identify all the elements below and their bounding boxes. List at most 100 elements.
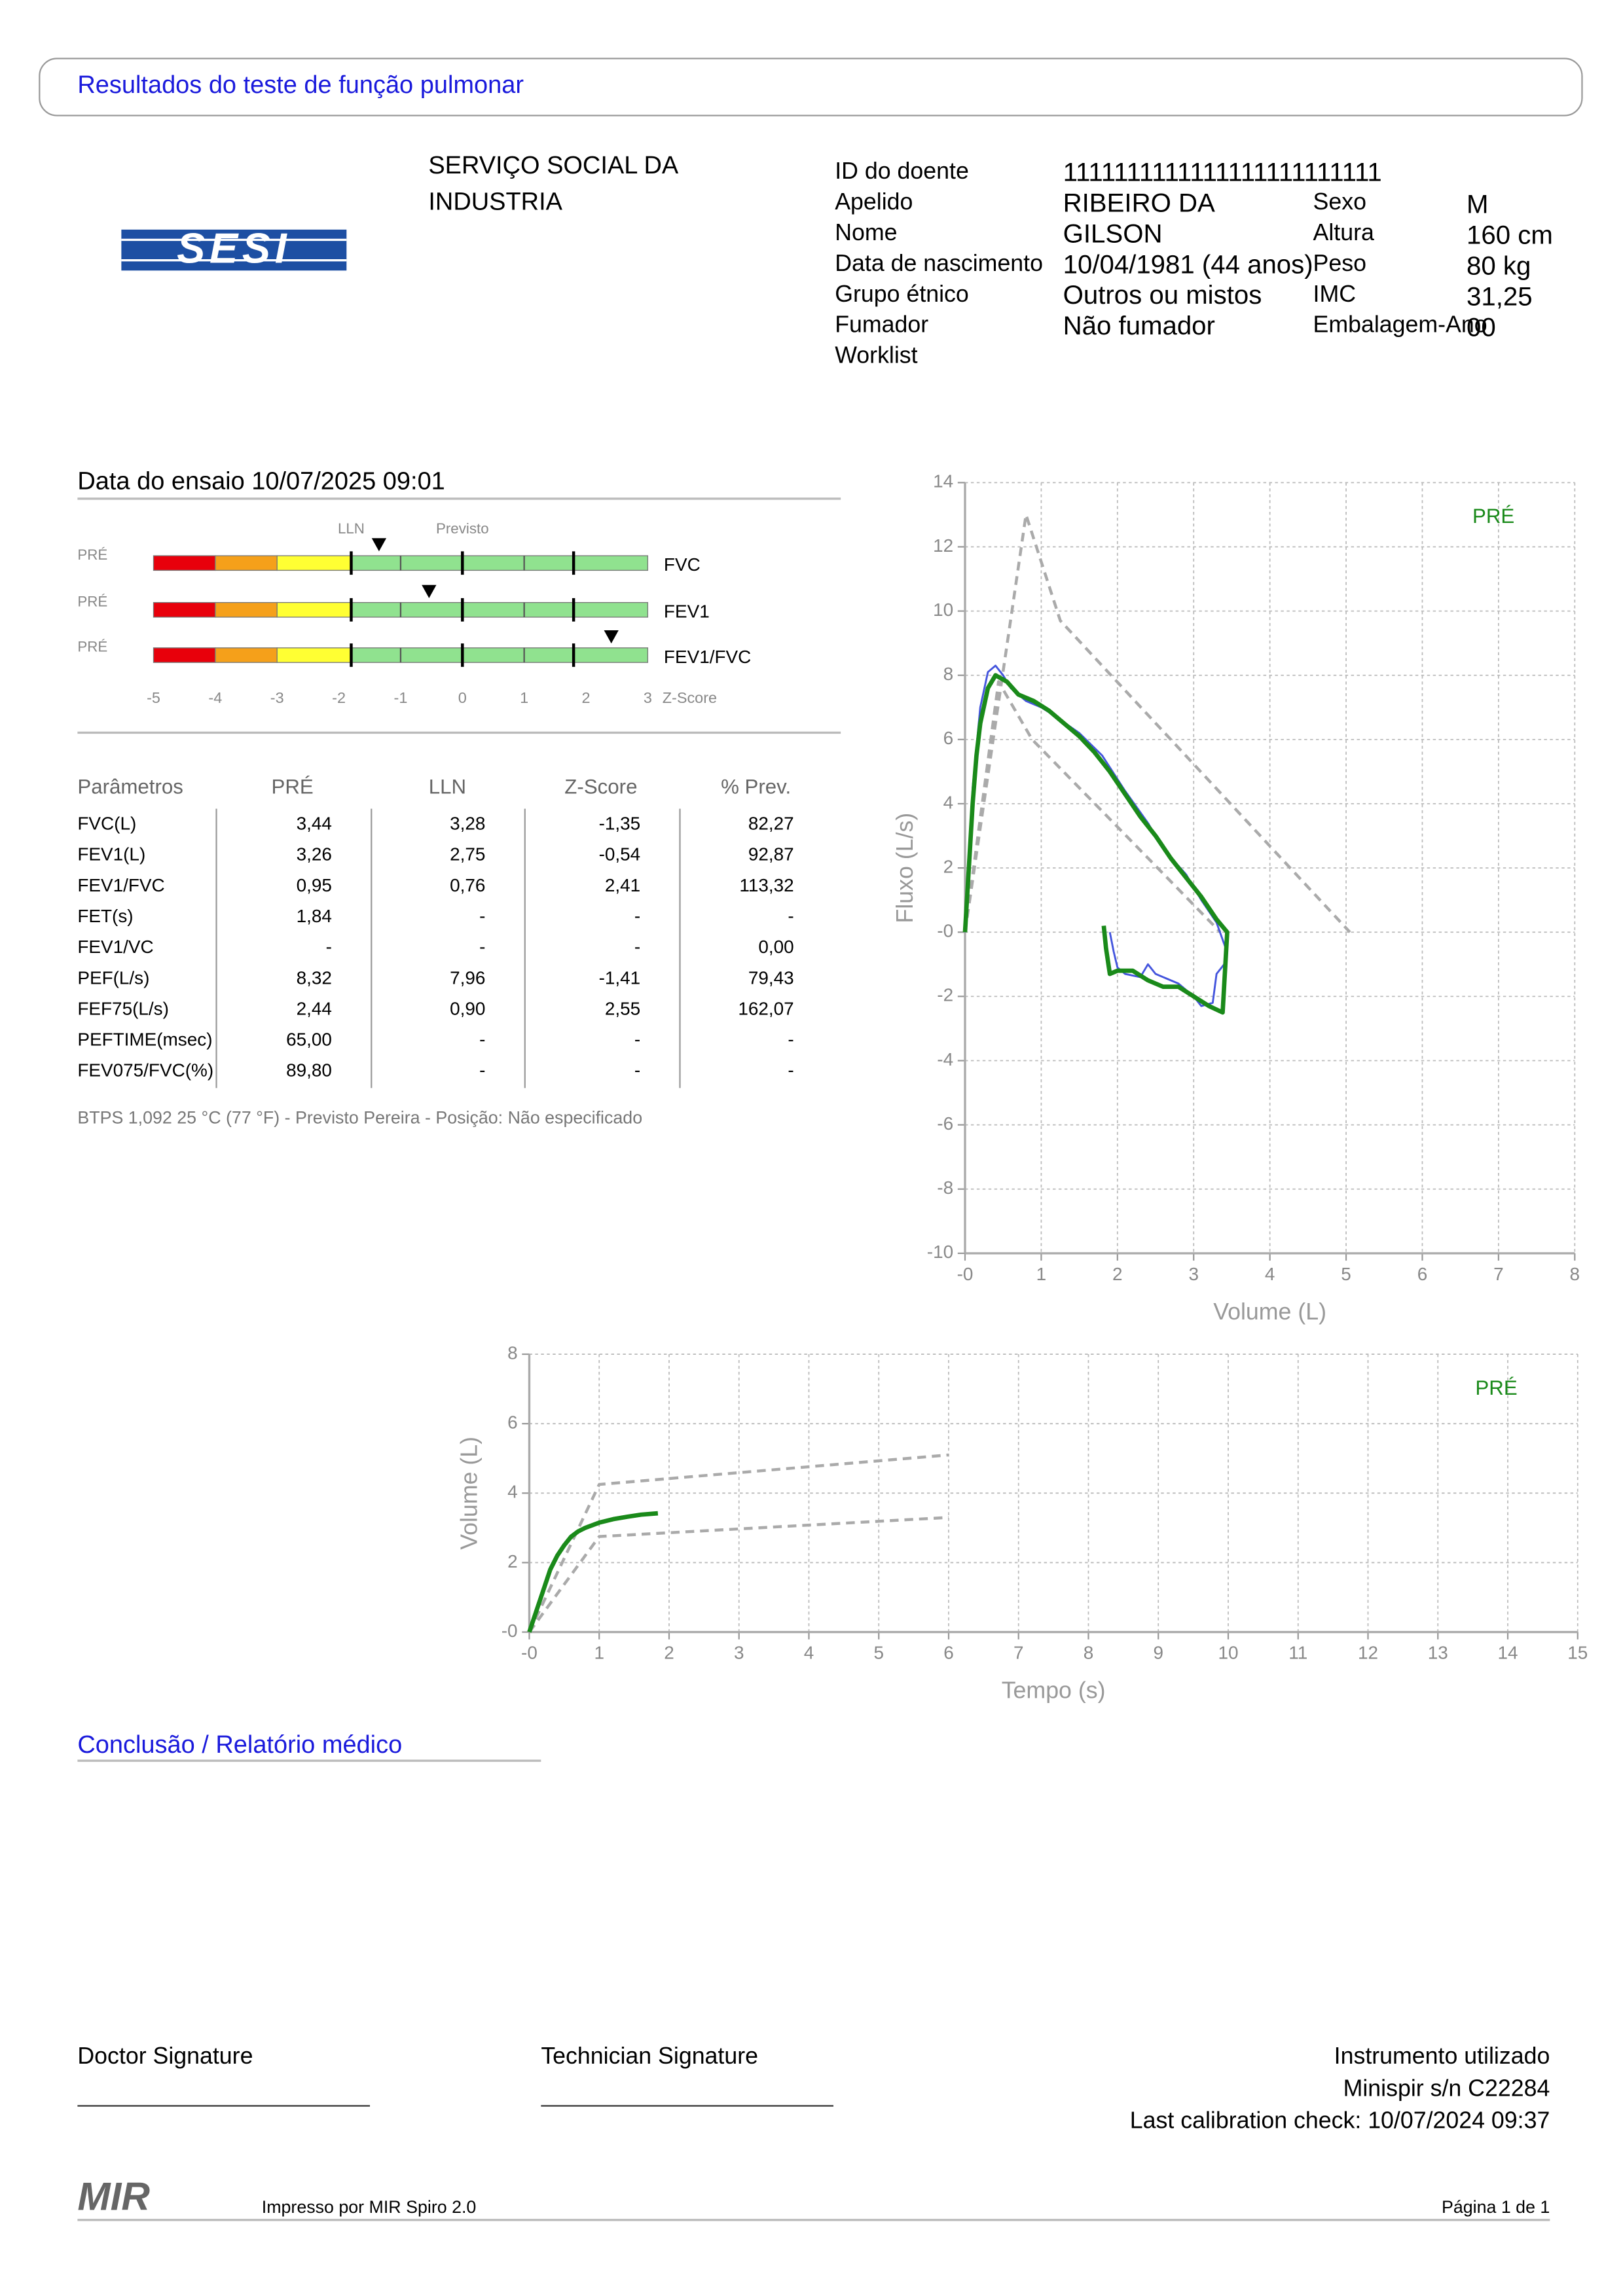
x-tick-label: 4 xyxy=(804,1642,814,1662)
zone xyxy=(276,647,352,663)
table-header: Parâmetros xyxy=(77,776,183,798)
table-cell: - xyxy=(788,1030,793,1050)
series-line xyxy=(964,664,1227,1007)
x-axis-label: Tempo (s) xyxy=(1002,1677,1106,1704)
org-name: SERVIÇO SOCIAL DA xyxy=(428,152,678,179)
y-tick-label: 6 xyxy=(943,728,954,748)
x-tick-label: 14 xyxy=(1497,1642,1518,1662)
category-label: FEV1 xyxy=(664,601,710,622)
table-cell: 8,32 xyxy=(297,967,332,988)
table-cell: 65,00 xyxy=(286,1030,332,1050)
y-tick-label: 4 xyxy=(507,1482,518,1502)
series-line xyxy=(963,680,1222,933)
conclusion-title: Conclusão / Relatório médico xyxy=(77,1731,402,1759)
table-cell: - xyxy=(788,906,793,926)
x-tick-label: 10 xyxy=(1218,1642,1238,1662)
row-label: PRÉ xyxy=(77,593,107,609)
y-tick-label: -2 xyxy=(937,985,953,1005)
table-cell: 0,90 xyxy=(450,998,485,1018)
x-tick-label: -0 xyxy=(957,1264,974,1284)
table-cell: - xyxy=(479,1060,485,1081)
logo: SESI xyxy=(121,224,347,272)
zone xyxy=(215,601,278,618)
field-label: Sexo xyxy=(1313,188,1366,215)
zone xyxy=(153,647,216,663)
series-line xyxy=(528,1516,949,1633)
table-cell: - xyxy=(479,937,485,957)
field-label: Worklist xyxy=(835,342,917,368)
y-tick-label: -8 xyxy=(937,1177,953,1198)
table-cell: 7,96 xyxy=(450,967,485,988)
zone xyxy=(350,555,649,571)
x-tick-label: -5 xyxy=(147,689,160,706)
zone xyxy=(215,555,278,571)
x-tick-label: 5 xyxy=(873,1642,884,1662)
table-cell: FET(s) xyxy=(77,906,133,926)
x-tick-label: 6 xyxy=(943,1642,954,1662)
series-line xyxy=(527,1511,659,1633)
y-tick-label: -6 xyxy=(937,1113,953,1134)
y-tick-label: 6 xyxy=(507,1412,518,1433)
x-tick-label: -4 xyxy=(208,689,222,706)
x-tick-label: 15 xyxy=(1567,1642,1588,1662)
zone xyxy=(276,555,352,571)
table-cell: - xyxy=(634,937,640,957)
table-cell: 2,44 xyxy=(297,998,332,1018)
table-cell: -1,35 xyxy=(599,814,641,834)
org-name: INDUSTRIA xyxy=(428,188,562,216)
field-value: Outros ou mistos xyxy=(1063,280,1262,310)
field-label: Apelido xyxy=(835,188,913,215)
x-tick-label: 9 xyxy=(1153,1642,1163,1662)
x-tick-label: 2 xyxy=(1112,1264,1123,1284)
field-value: Não fumador xyxy=(1063,311,1215,340)
table-cell: 3,28 xyxy=(450,814,485,834)
field-label: Grupo étnico xyxy=(835,281,969,307)
field-label: Peso xyxy=(1313,250,1366,276)
table-cell: FVC(L) xyxy=(77,814,136,834)
x-tick-label: 1 xyxy=(1036,1264,1047,1284)
x-tick-label: 1 xyxy=(594,1642,604,1662)
table-cell: 82,27 xyxy=(748,814,794,834)
x-tick-label: 3 xyxy=(644,689,652,706)
x-axis-label: Volume (L) xyxy=(1213,1299,1326,1325)
table-header: Z-Score xyxy=(564,776,637,798)
zone xyxy=(215,647,278,663)
z-marker xyxy=(604,630,619,644)
table-cell: FEV1(L) xyxy=(77,844,145,865)
table-cell: 2,75 xyxy=(450,844,485,865)
y-tick-label: -0 xyxy=(937,921,953,941)
x-tick-label: 3 xyxy=(734,1642,744,1662)
reference-label: LLN xyxy=(338,520,365,537)
table-cell: FEV075/FVC(%) xyxy=(77,1060,213,1081)
note: BTPS 1,092 25 °C (77 °F) - Previsto Pere… xyxy=(77,1107,642,1127)
field-value: GILSON xyxy=(1063,219,1163,248)
table-cell: - xyxy=(634,1060,640,1081)
table-cell: FEV1/FVC xyxy=(77,875,164,895)
x-tick-label: 11 xyxy=(1288,1642,1307,1662)
table-header: PRÉ xyxy=(272,776,314,798)
table-cell: -0,54 xyxy=(599,844,641,865)
x-axis-label: Z-Score xyxy=(663,689,717,706)
x-tick-label: 8 xyxy=(1084,1642,1094,1662)
table-cell: 1,84 xyxy=(297,906,332,926)
x-tick-label: 2 xyxy=(581,689,590,706)
y-tick-label: 2 xyxy=(943,856,954,876)
table-cell: 3,44 xyxy=(297,814,332,834)
z-marker xyxy=(422,584,437,598)
table-cell: 162,07 xyxy=(738,998,793,1018)
x-tick-label: 1 xyxy=(520,689,528,706)
y-tick-label: 14 xyxy=(933,471,953,492)
field-value: RIBEIRO DA xyxy=(1063,188,1215,217)
field-label: Nome xyxy=(835,219,897,245)
instrument: Instrumento utilizado xyxy=(1334,2043,1550,2069)
signature-label: Doctor Signature xyxy=(77,2043,253,2069)
table-cell: - xyxy=(479,1030,485,1050)
table-cell: - xyxy=(634,1030,640,1050)
table-cell: FEF75(L/s) xyxy=(77,998,169,1018)
x-tick-label: -2 xyxy=(332,689,346,706)
y-tick-label: 2 xyxy=(507,1551,518,1571)
table-cell: PEFTIME(msec) xyxy=(77,1030,212,1050)
x-tick-label: 4 xyxy=(1265,1264,1275,1284)
field-value: 10/04/1981 (44 anos) xyxy=(1063,249,1313,279)
x-tick-label: 7 xyxy=(1493,1264,1504,1284)
